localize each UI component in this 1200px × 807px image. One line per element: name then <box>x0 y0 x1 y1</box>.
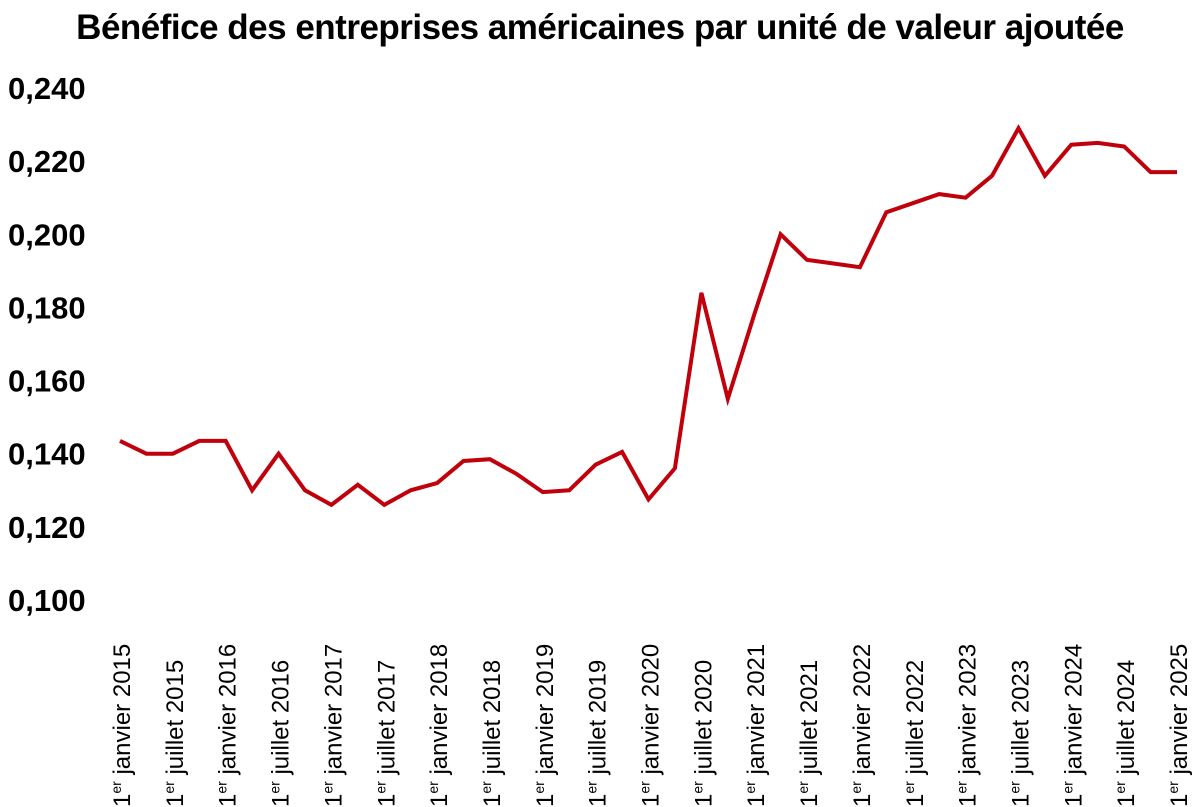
x-tick-label: 1er juillet 2022 <box>901 660 929 807</box>
y-tick-label: 0,120 <box>8 510 86 545</box>
y-tick-label: 0,140 <box>8 437 86 472</box>
x-tick-label: 1er janvier 2024 <box>1059 644 1087 807</box>
x-tick-label: 1er juillet 2024 <box>1112 660 1140 807</box>
x-axis: 1er janvier 2015 1er juillet 2015 1er janv… <box>108 644 1193 807</box>
x-tick-label: 1er janvier 2025 <box>1165 644 1193 807</box>
x-tick-label: 1er janvier 2017 <box>319 644 347 807</box>
x-tick-label: 1er juillet 2016 <box>267 660 295 807</box>
y-tick-label: 0,160 <box>8 364 86 399</box>
x-tick-label: 1er juillet 2017 <box>372 660 400 807</box>
x-tick-label: 1er juillet 2015 <box>161 660 189 807</box>
x-tick-label: 1er janvier 2020 <box>637 644 665 807</box>
x-tick-label: 1er janvier 2019 <box>531 644 559 807</box>
x-tick-label: 1er juillet 2019 <box>584 660 612 807</box>
x-tick-label: 1er janvier 2016 <box>214 644 242 807</box>
x-tick-label: 1er juillet 2020 <box>689 660 717 807</box>
x-tick-label: 1er janvier 2021 <box>742 644 770 807</box>
y-tick-label: 0,220 <box>8 144 86 179</box>
x-tick-label: 1er janvier 2023 <box>954 644 982 807</box>
x-tick-label: 1er janvier 2015 <box>108 644 136 807</box>
series-layer <box>119 124 1177 508</box>
x-tick-label: 1er juillet 2018 <box>478 660 506 807</box>
y-tick-label: 0,100 <box>8 583 86 618</box>
x-tick-label: 1er juillet 2023 <box>1007 660 1035 807</box>
y-axis: 0,100 0,120 0,140 0,160 0,180 0,200 0,220 0,240 <box>8 71 86 618</box>
x-tick-label: 1er juillet 2021 <box>795 660 823 807</box>
chart-title: Bénéfice des entreprises américaines par… <box>76 8 1124 47</box>
series-line <box>119 124 1177 508</box>
x-tick-label: 1er janvier 2022 <box>848 644 876 807</box>
y-tick-label: 0,180 <box>8 290 86 325</box>
y-tick-label: 0,200 <box>8 217 86 252</box>
y-tick-label: 0,240 <box>8 71 86 106</box>
x-tick-label: 1er janvier 2018 <box>425 644 453 807</box>
